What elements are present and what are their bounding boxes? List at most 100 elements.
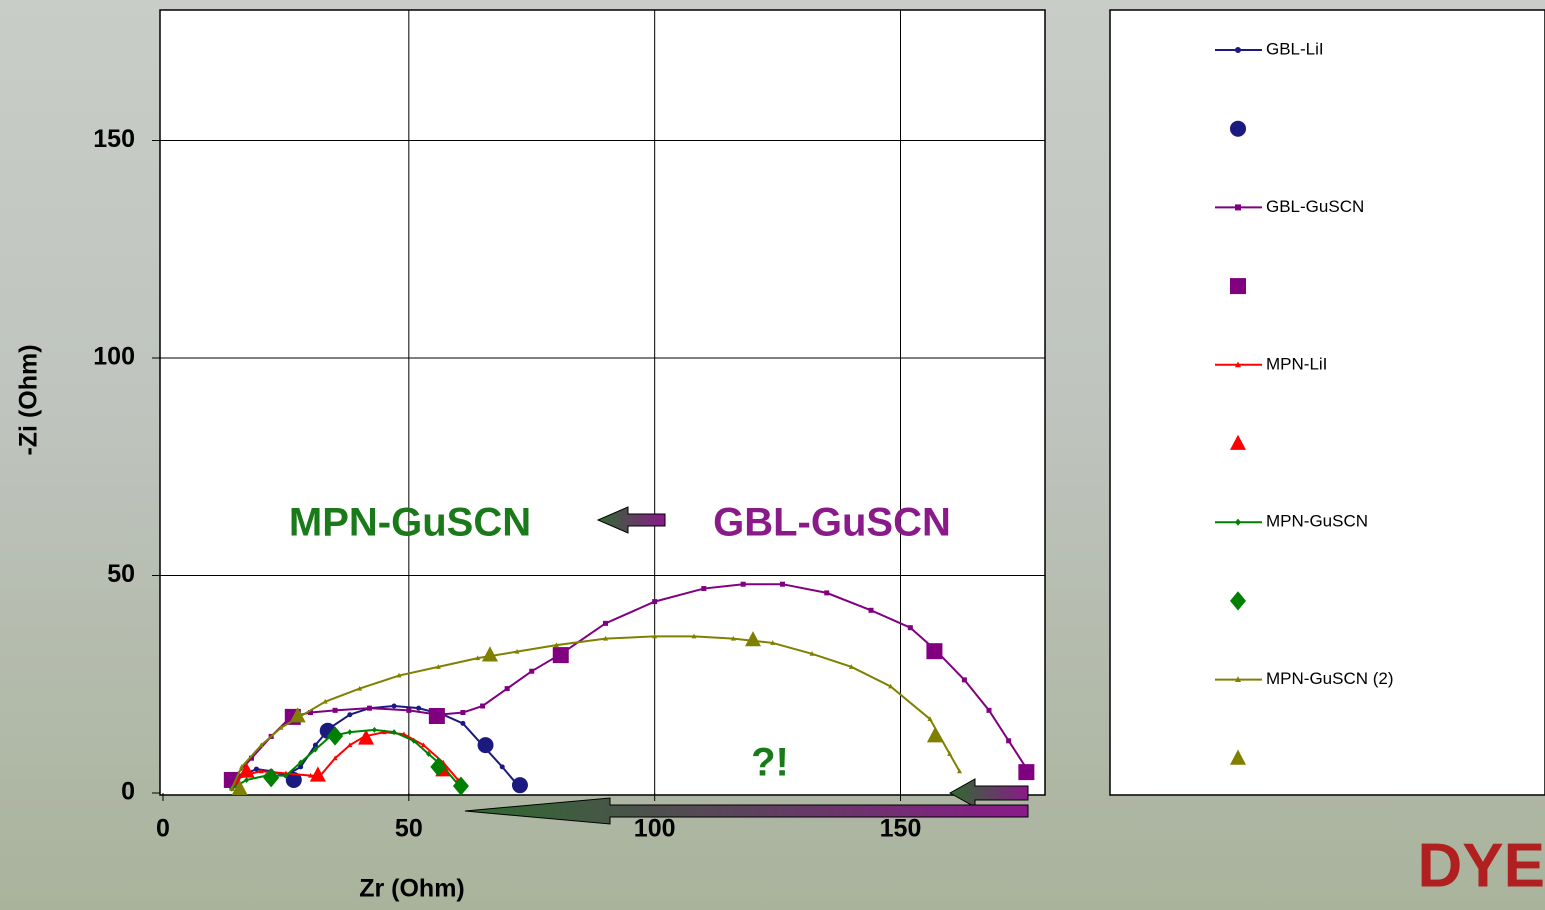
legend-label: GBL-LiI [1266, 39, 1324, 58]
marker [426, 750, 431, 757]
marker [357, 685, 363, 691]
marker [391, 703, 397, 709]
marker [514, 648, 520, 654]
marker [406, 707, 412, 713]
marker [332, 707, 338, 713]
marker [907, 625, 913, 631]
marker [460, 710, 466, 716]
marker [770, 640, 776, 645]
marker [332, 755, 338, 761]
marker [308, 710, 313, 716]
marker [263, 768, 280, 788]
marker [289, 707, 306, 723]
marker [1230, 120, 1246, 137]
y-tick-label: 150 [93, 125, 135, 153]
marker [253, 766, 259, 772]
legend-label: GBL-GuSCN [1266, 197, 1364, 216]
marker [848, 664, 854, 669]
marker [477, 737, 494, 754]
marker [652, 633, 658, 639]
marker [285, 771, 302, 788]
marker [961, 677, 967, 683]
marker [347, 742, 353, 748]
marker [312, 746, 318, 753]
marker [460, 720, 466, 726]
marker [229, 785, 235, 791]
marker [347, 729, 353, 736]
marker [1230, 749, 1246, 765]
marker [957, 768, 962, 774]
marker [504, 686, 510, 692]
grid: 0 50 100 150 0 50 100 150 [93, 10, 1045, 843]
marker [371, 726, 377, 733]
marker [926, 643, 943, 660]
marker [1230, 591, 1246, 611]
marker [347, 712, 353, 718]
logo: DYE [1418, 831, 1545, 900]
legend-label: MPN-GuSCN (2) [1266, 669, 1394, 688]
marker [322, 698, 328, 704]
marker [298, 764, 304, 770]
marker [238, 762, 255, 778]
marker [652, 599, 658, 605]
marker [435, 664, 441, 669]
legend-box [1109, 9, 1545, 796]
marker [428, 708, 445, 725]
marker [1235, 47, 1241, 53]
marker [411, 737, 417, 744]
legend: GBL-LiI GBL-GuSCN MPN-LiI MPN-GuSCN MPN-GuSC… [1215, 39, 1394, 765]
annotation: GBL-GuSCN [713, 501, 951, 545]
series-line [231, 731, 459, 790]
marker [603, 635, 608, 641]
plot-area [159, 9, 1046, 796]
x-tick-label: 0 [156, 815, 170, 843]
marker [745, 631, 761, 647]
marker [231, 779, 248, 796]
marker [740, 581, 746, 587]
marker [481, 646, 498, 662]
marker [1006, 738, 1012, 744]
marker [391, 729, 397, 736]
series [223, 581, 1035, 796]
marker [1235, 676, 1241, 682]
marker [367, 705, 372, 711]
marker [701, 586, 707, 592]
marker [986, 707, 992, 713]
x-axis-label: Zr (Ohm) [359, 875, 465, 903]
marker [1018, 764, 1035, 781]
marker [358, 729, 375, 745]
marker [529, 668, 535, 674]
arrow [596, 506, 666, 534]
marker [552, 647, 569, 664]
y-axis-label: -Zi (Ohm) [15, 344, 43, 455]
marker [327, 726, 344, 746]
marker [511, 777, 528, 794]
annotation: MPN-GuSCN [289, 501, 531, 545]
marker [603, 620, 608, 626]
marker [239, 764, 245, 769]
marker [691, 633, 697, 639]
marker [258, 768, 264, 774]
arrow [948, 778, 1029, 808]
marker [780, 581, 785, 587]
marker [249, 755, 254, 761]
marker [430, 757, 447, 777]
x-tick-label: 150 [880, 815, 922, 843]
marker [1235, 361, 1241, 368]
arrow [464, 797, 1029, 825]
marker [888, 683, 894, 689]
marker [475, 655, 481, 661]
marker [308, 772, 313, 778]
marker [421, 742, 427, 748]
marker [947, 751, 953, 756]
y-tick-label: 0 [121, 778, 135, 806]
marker [1230, 434, 1246, 450]
marker [553, 642, 559, 648]
marker [499, 764, 505, 770]
marker [298, 759, 304, 766]
marker [927, 716, 933, 722]
legend-label: MPN-LiI [1266, 354, 1327, 373]
marker [1235, 518, 1241, 526]
